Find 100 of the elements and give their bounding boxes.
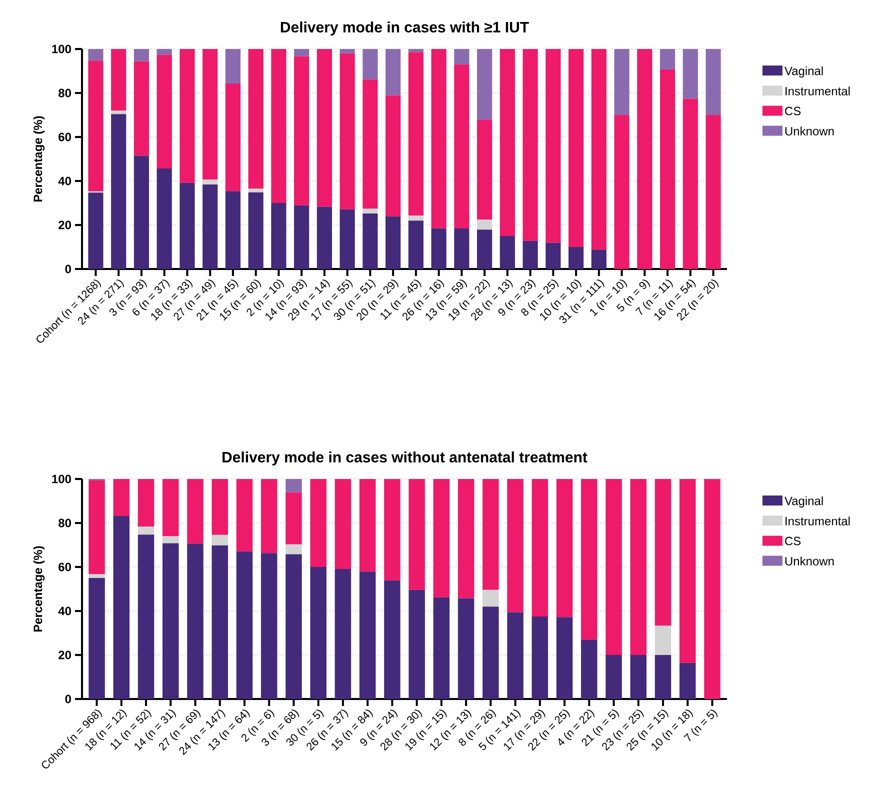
bar	[113, 516, 130, 699]
bar	[180, 48, 195, 183]
bar	[310, 566, 326, 699]
bar	[134, 61, 150, 156]
bar	[606, 478, 622, 655]
bar	[134, 48, 150, 62]
bar	[88, 48, 104, 61]
chart-title: Delivery mode in cases without antenatal treatment	[222, 451, 588, 466]
bar	[500, 236, 515, 269]
y-tick-label: 100	[52, 44, 71, 54]
bar	[591, 250, 606, 269]
bar	[454, 64, 470, 229]
bar	[225, 48, 241, 84]
bar	[477, 120, 492, 220]
bar	[138, 534, 154, 699]
bar	[386, 95, 401, 216]
y-tick-label: 60	[58, 132, 71, 142]
bar	[202, 184, 218, 269]
bar	[408, 220, 424, 269]
bar	[386, 48, 401, 96]
legend-label: Unknown	[785, 126, 834, 136]
bar	[477, 230, 492, 269]
bar	[454, 48, 470, 64]
bar	[433, 478, 450, 598]
y-axis-title: Percentage (%)	[33, 546, 45, 632]
bar	[431, 48, 446, 228]
bar	[546, 48, 561, 243]
bar	[212, 545, 228, 699]
bar	[180, 182, 195, 269]
y-tick-label: 80	[58, 88, 71, 98]
bar	[248, 188, 264, 192]
bar	[212, 534, 228, 546]
bar	[286, 544, 302, 554]
bar	[408, 478, 425, 590]
bar	[433, 597, 450, 699]
bar	[614, 114, 630, 269]
bar	[546, 242, 561, 269]
bar	[310, 478, 326, 567]
bar	[162, 543, 179, 699]
bar	[294, 205, 310, 269]
bar	[334, 568, 352, 699]
bar	[202, 48, 218, 180]
bar	[88, 578, 105, 699]
bar	[334, 478, 352, 569]
y-tick-label: 0	[65, 264, 71, 274]
bar	[156, 48, 172, 55]
bar	[113, 478, 130, 516]
bar	[202, 179, 218, 185]
bar	[682, 48, 698, 99]
bar	[111, 114, 126, 269]
bar	[294, 56, 310, 206]
bar	[408, 590, 425, 699]
bar	[408, 52, 424, 216]
bar	[458, 478, 474, 598]
legend-label: CS	[785, 106, 801, 116]
bar	[316, 206, 332, 269]
bar	[706, 48, 721, 115]
chart-title: Delivery mode in cases with ≥1 IUT	[280, 21, 529, 36]
bar	[482, 590, 499, 607]
bar	[362, 79, 378, 209]
bar	[482, 606, 499, 699]
bar	[156, 54, 172, 168]
bar	[704, 478, 720, 699]
bar	[477, 48, 492, 120]
bar	[384, 478, 400, 580]
bar	[532, 478, 548, 616]
bar	[88, 574, 105, 578]
bar	[591, 48, 606, 250]
bar	[359, 572, 376, 699]
bar	[637, 48, 652, 269]
bar	[88, 480, 105, 574]
bar	[88, 192, 104, 269]
bar	[458, 598, 474, 699]
bar	[236, 478, 253, 552]
legend-label: Vaginal	[784, 66, 823, 78]
bar	[654, 654, 672, 699]
bar	[162, 478, 179, 536]
bar	[362, 48, 378, 80]
bar	[606, 654, 622, 699]
y-tick-label: 20	[58, 220, 71, 230]
bar	[500, 48, 515, 236]
bar	[286, 554, 302, 699]
bar	[679, 662, 696, 699]
bar	[162, 536, 179, 544]
bar	[679, 478, 696, 663]
bar	[522, 48, 538, 241]
y-tick-label: 0	[65, 694, 71, 704]
bar	[260, 478, 278, 554]
bar	[225, 84, 241, 192]
y-tick-label: 80	[58, 518, 71, 528]
bar	[271, 202, 286, 269]
bar	[187, 544, 204, 699]
bar	[682, 98, 698, 269]
bar	[88, 60, 104, 192]
y-tick-label: 40	[58, 176, 71, 186]
bar	[212, 478, 228, 535]
bar	[568, 246, 584, 269]
bar	[340, 48, 355, 54]
y-tick-label: 20	[58, 650, 71, 660]
bar	[362, 208, 378, 214]
